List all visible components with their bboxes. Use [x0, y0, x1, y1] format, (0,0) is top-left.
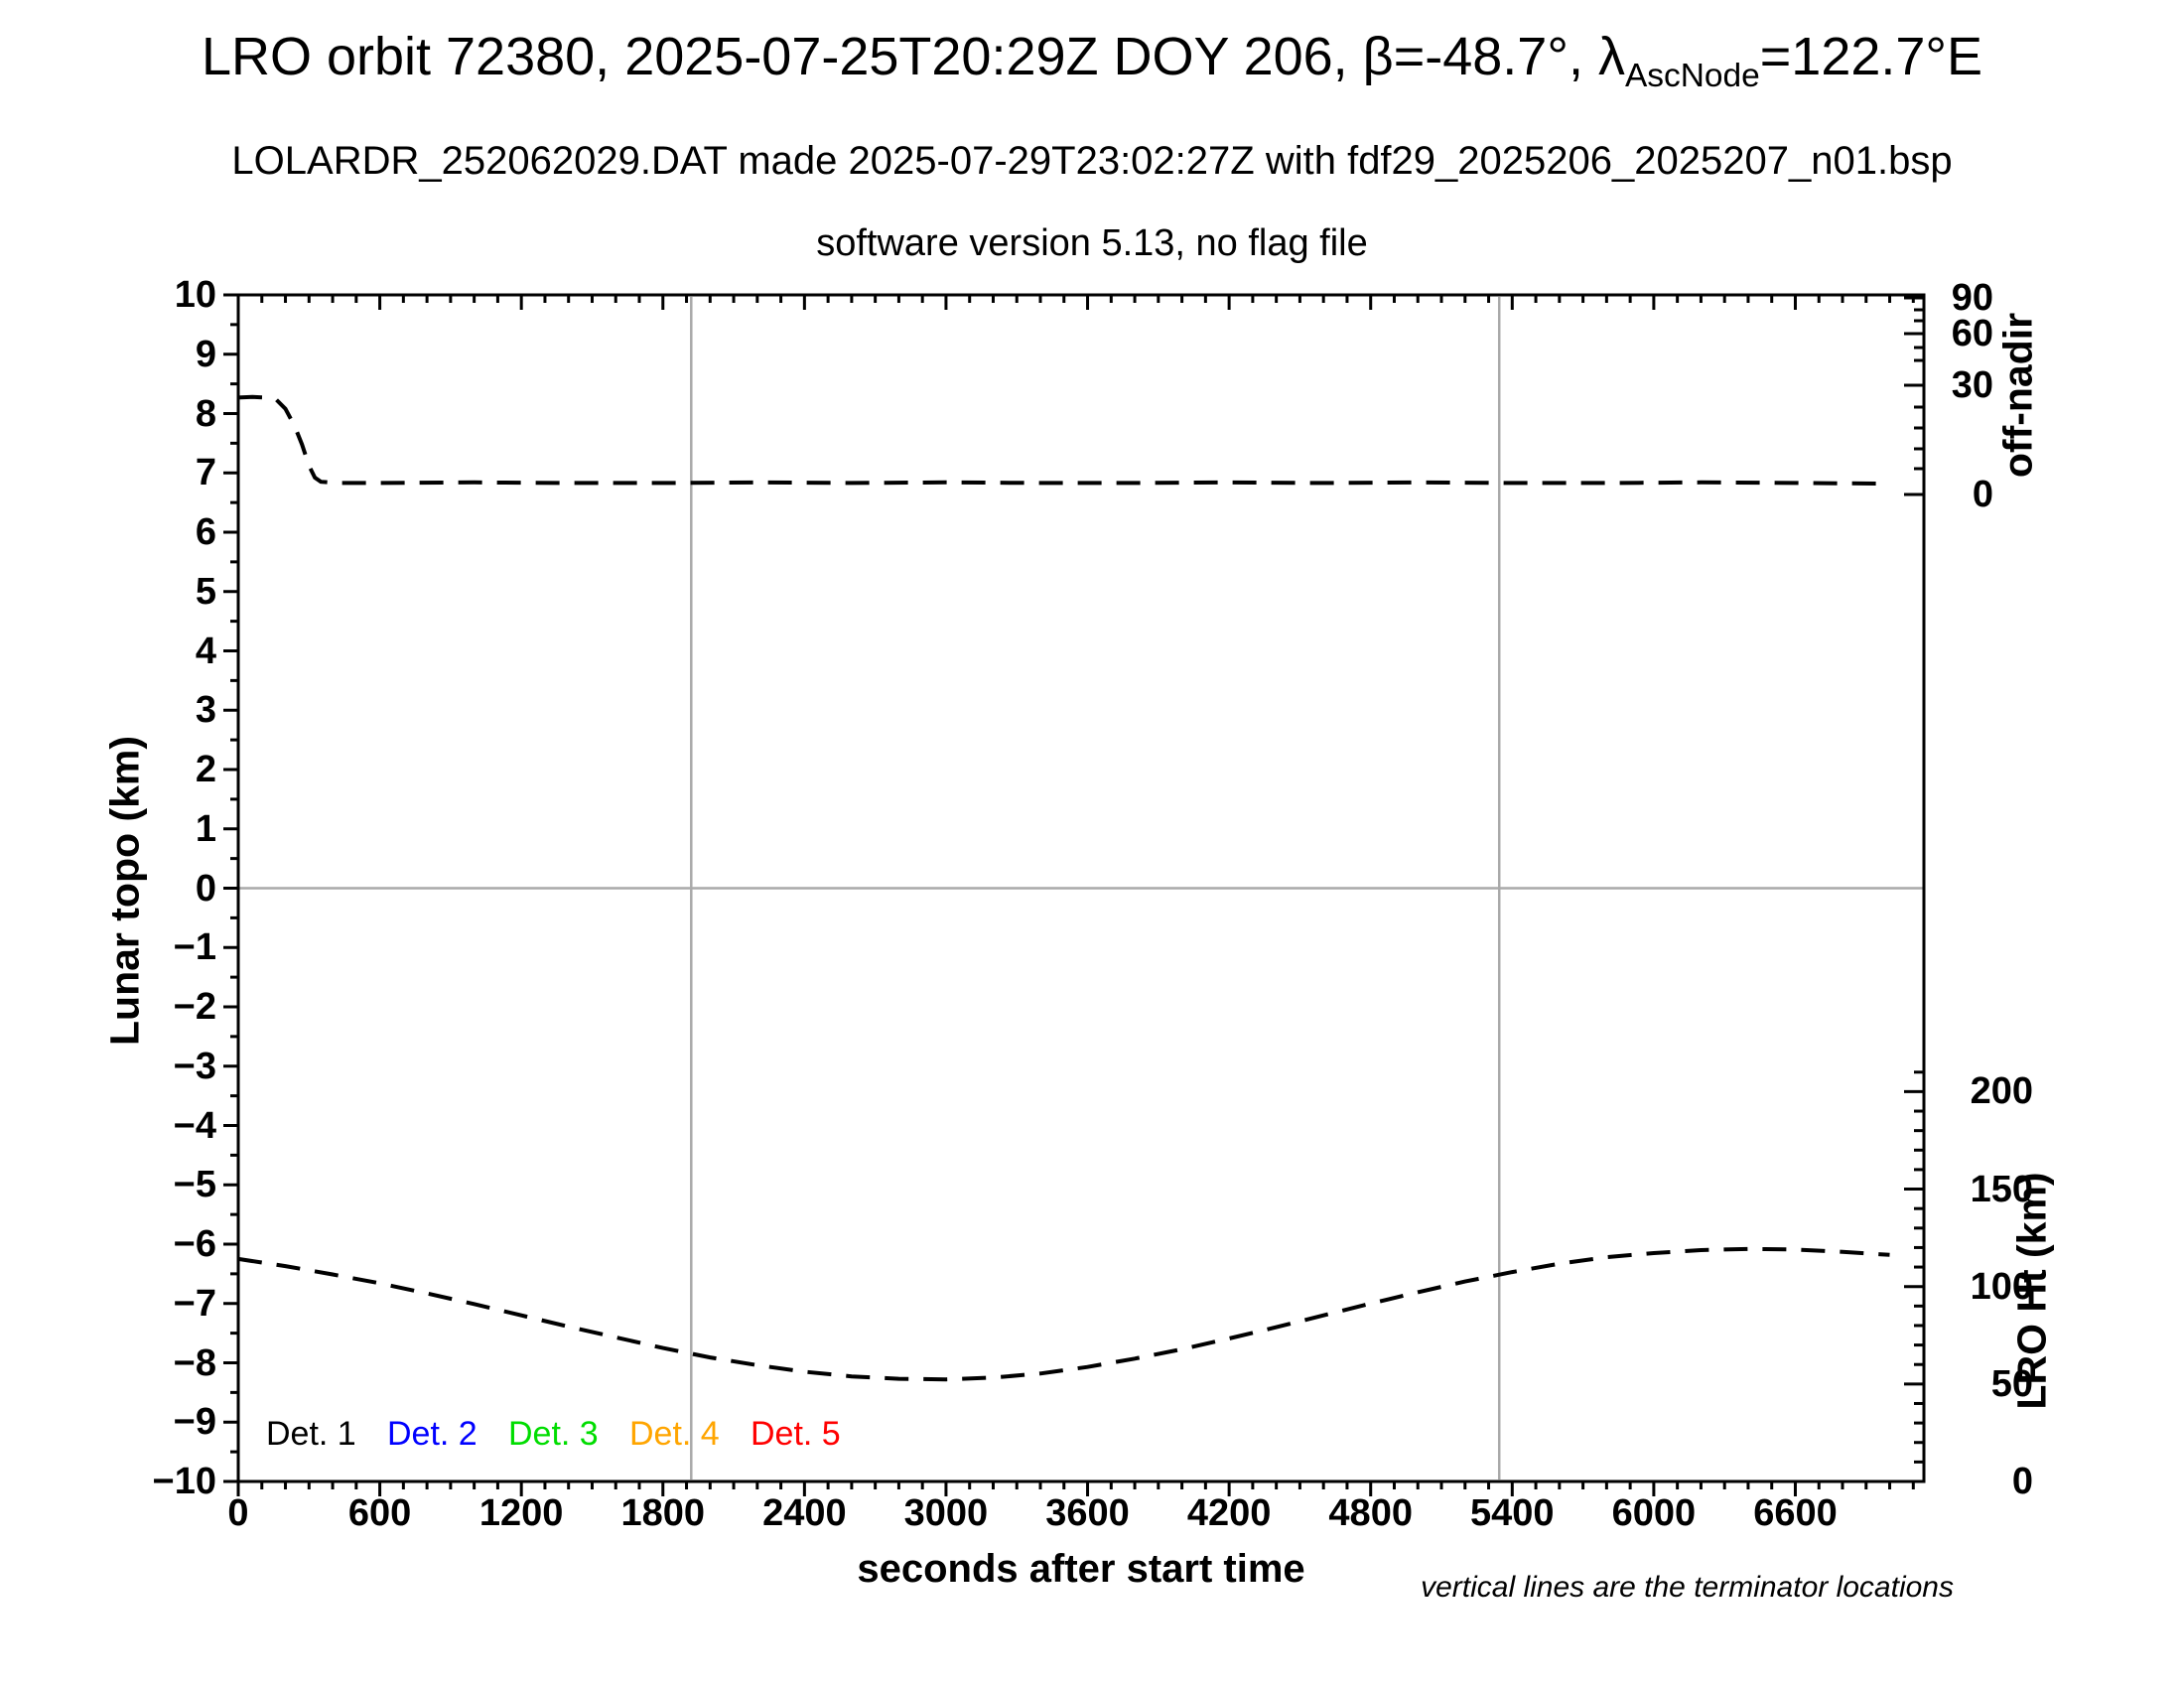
chart-title-tail: =122.7°E	[1759, 27, 1983, 86]
x-tick-label: 6600	[1753, 1492, 1838, 1534]
y-tick-label: 2	[195, 749, 216, 790]
lro-height-curve	[237, 1246, 1890, 1382]
x-tick-label: 4800	[1328, 1492, 1413, 1534]
y-tick-label: 8	[195, 392, 216, 435]
y-tick-label: −10	[152, 1461, 216, 1502]
off-nadir-curve	[237, 394, 1881, 486]
chart-subtitle-file: LOLARDR_252062029.DAT made 2025-07-29T23…	[231, 139, 1953, 183]
chart-title-main: LRO orbit 72380, 2025-07-25T20:29Z DOY 2…	[201, 27, 1625, 86]
y-tick-label: 4	[195, 630, 216, 672]
legend-item-det-5: Det. 5	[751, 1415, 841, 1453]
x-axis-title: seconds after start time	[857, 1547, 1305, 1591]
x-tick-label: 3600	[1045, 1492, 1130, 1534]
legend-item-det-1: Det. 1	[266, 1415, 356, 1453]
y-tick-label: 10	[174, 274, 216, 316]
offnadir-tick-label: 30	[1951, 364, 1993, 406]
y-tick-label: −4	[173, 1104, 216, 1147]
lro-ht-tick-label: 100	[1970, 1265, 2033, 1308]
legend-item-det-4: Det. 4	[629, 1415, 720, 1453]
y-tick-label: −3	[173, 1045, 216, 1087]
y-tick-label: −7	[173, 1282, 216, 1325]
y-tick-label: 3	[195, 689, 216, 732]
chart-title: LRO orbit 72380, 2025-07-25T20:29Z DOY 2…	[0, 24, 2184, 92]
y-tick-label: −8	[173, 1341, 216, 1384]
chart-subtitle-version: software version 5.13, no flag file	[816, 222, 1368, 264]
legend-item-det-3: Det. 3	[508, 1415, 599, 1453]
legend-item-det-2: Det. 2	[387, 1415, 478, 1453]
x-tick-label: 2400	[762, 1492, 847, 1534]
y-tick-label: 9	[195, 333, 216, 375]
x-tick-label: 6000	[1611, 1492, 1697, 1534]
x-tick-label: 3000	[903, 1492, 989, 1534]
y-tick-label: −6	[173, 1223, 216, 1265]
y-tick-label: −1	[173, 926, 216, 969]
y-tick-label: 5	[195, 570, 216, 613]
offnadir-tick-label: 0	[1972, 474, 1993, 515]
lro-ht-tick-label: 150	[1970, 1168, 2033, 1210]
offnadir-tick-label: 60	[1951, 313, 1993, 354]
offnadir-tick-label: 90	[1951, 277, 1993, 319]
x-tick-label: 1200	[478, 1492, 564, 1534]
lro-ht-tick-label: 0	[2011, 1461, 2033, 1502]
y-axis-title-offnadir: off-nadir	[1994, 312, 2041, 479]
lro-ht-tick-label: 50	[1990, 1362, 2033, 1405]
y-tick-label: −5	[173, 1164, 216, 1206]
y-tick-label: −9	[173, 1401, 216, 1444]
y-tick-label: 6	[195, 511, 216, 553]
x-tick-label: 0	[227, 1492, 249, 1534]
x-tick-label: 5400	[1470, 1492, 1555, 1534]
lro-ht-tick-label: 200	[1970, 1070, 2033, 1113]
x-tick-label: 600	[347, 1492, 412, 1534]
y-tick-label: 1	[195, 807, 216, 850]
chart-title-subscript: AscNode	[1624, 57, 1760, 94]
x-tick-label: 4200	[1186, 1492, 1272, 1534]
terminator-footnote: vertical lines are the terminator locati…	[1421, 1571, 1954, 1604]
y-tick-label: −2	[173, 986, 216, 1028]
y-tick-label: 0	[195, 867, 216, 910]
x-tick-label: 1800	[620, 1492, 706, 1534]
y-tick-label: 7	[195, 452, 216, 494]
